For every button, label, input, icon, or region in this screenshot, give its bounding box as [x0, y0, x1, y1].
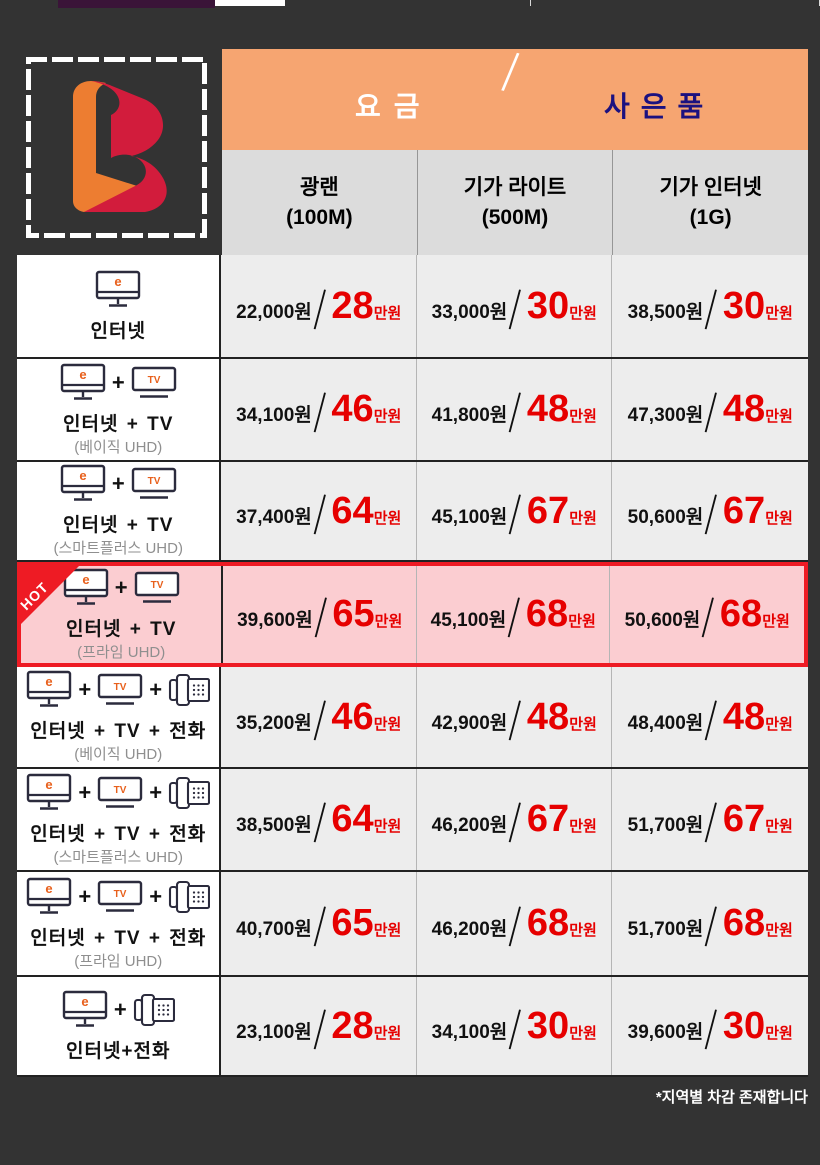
svg-text:TV: TV [147, 476, 160, 487]
svg-text:e: e [79, 468, 86, 483]
svg-text:TV: TV [114, 785, 127, 796]
svg-text:TV: TV [147, 375, 160, 386]
svg-text:TV: TV [114, 682, 127, 693]
svg-text:e: e [82, 572, 89, 587]
svg-text:e: e [46, 777, 53, 792]
svg-text:TV: TV [150, 580, 163, 591]
svg-text:e: e [46, 881, 53, 896]
svg-text:e: e [79, 367, 86, 382]
svg-text:TV: TV [114, 889, 127, 900]
svg-text:e: e [46, 674, 53, 689]
svg-text:e: e [115, 274, 122, 289]
svg-text:e: e [81, 994, 88, 1009]
